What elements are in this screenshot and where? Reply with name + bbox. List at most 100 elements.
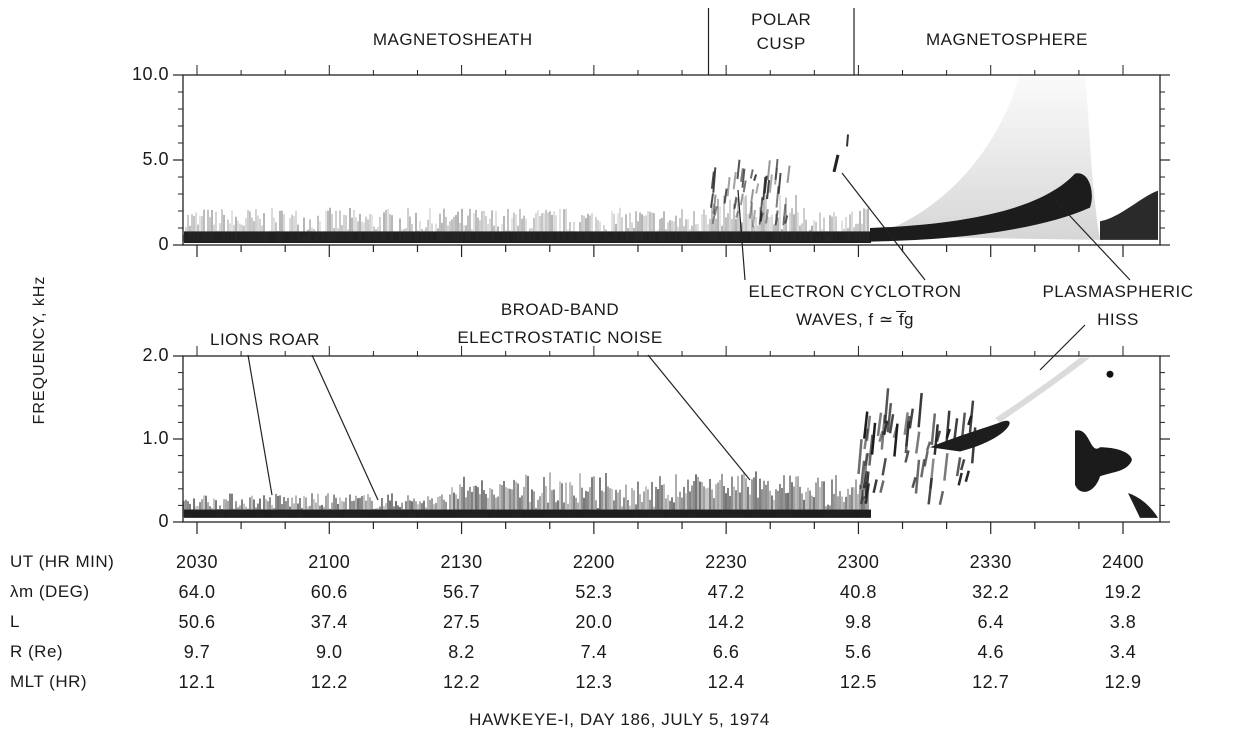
dot — [1106, 370, 1114, 378]
ecw-stroke — [732, 171, 737, 190]
axis-row-value: 12.1 — [178, 672, 216, 692]
burst — [1128, 492, 1158, 518]
axis-row-value: 32.2 — [972, 582, 1010, 602]
ecw-stroke — [784, 215, 789, 224]
region-label: CUSP — [756, 34, 806, 53]
ecw-stroke — [712, 167, 717, 193]
burst — [964, 470, 971, 483]
ecw-stroke — [733, 197, 738, 209]
y-axis-title: FREQUENCY, kHz — [31, 275, 48, 425]
ecw-stroke — [763, 175, 768, 194]
axis-row-value: 64.0 — [178, 582, 216, 602]
axis-row-value: 5.6 — [845, 642, 872, 662]
burst — [943, 453, 949, 481]
burst — [870, 422, 877, 455]
panel-frame — [182, 355, 1161, 523]
y-tick-label: 0 — [158, 511, 169, 531]
ecw-stroke — [774, 210, 779, 226]
y-tick-label: 0 — [158, 234, 169, 254]
axis-row-value: 20.0 — [575, 612, 613, 632]
axis-row-value: 6.6 — [712, 642, 740, 662]
axis-row-value: 40.8 — [839, 582, 877, 602]
axis-row-value: 12.2 — [310, 672, 348, 692]
ecw-stroke — [751, 209, 756, 228]
axis-row-value: 12.3 — [575, 672, 613, 692]
burst — [904, 450, 910, 463]
burst — [864, 452, 870, 467]
annotation-arrow — [647, 354, 751, 481]
burst — [903, 412, 909, 435]
ecw-stroke — [774, 158, 779, 180]
region-label: MAGNETOSHEATH — [372, 30, 533, 49]
burst — [930, 413, 937, 446]
axis-row-value: 37.4 — [310, 612, 348, 632]
axis-row-value: 9.7 — [183, 642, 211, 662]
ecw-stroke — [742, 180, 747, 193]
annotation-label: HISS — [1097, 310, 1139, 329]
axis-row-value: 52.3 — [575, 582, 613, 602]
burst — [862, 471, 869, 488]
axis-row-value: 3.4 — [1109, 642, 1137, 662]
hiss — [930, 420, 1010, 452]
burst — [929, 458, 935, 489]
ecw-stroke — [766, 160, 771, 181]
annotation-label: ELECTROSTATIC NOISE — [457, 328, 663, 347]
axis-row-label: UT (HR MIN) — [10, 552, 115, 571]
ecw-stroke — [782, 203, 787, 226]
ecw-stroke — [753, 174, 758, 182]
annotation-label: PLASMASPHERIC — [1042, 282, 1194, 301]
burst — [868, 434, 874, 466]
region-label: POLAR — [751, 10, 812, 29]
axis-row-value: 2200 — [572, 552, 615, 572]
axis-row-value: 7.4 — [580, 642, 608, 662]
annotation-label: ELECTRON CYCLOTRON — [748, 282, 962, 301]
annotation-arrow — [311, 354, 379, 501]
annotation-arrow — [841, 172, 926, 281]
axis-row-value: 60.6 — [310, 582, 348, 602]
ecw-stroke — [711, 215, 716, 225]
burst — [904, 421, 910, 454]
burst — [945, 410, 951, 446]
axis-row-value: 3.8 — [1109, 612, 1137, 632]
axis-row-value: 2230 — [705, 552, 748, 572]
axis-row-value: 9.8 — [845, 612, 872, 632]
axis-row-value: 9.0 — [316, 642, 343, 662]
y-tick-label: 5.0 — [142, 149, 169, 169]
burst — [945, 428, 952, 439]
axis-row-value: 8.2 — [448, 642, 475, 662]
ecw-stroke — [777, 172, 782, 194]
axis-row-value: 12.5 — [839, 672, 877, 692]
burst — [881, 457, 887, 476]
region-label: MAGNETOSPHERE — [925, 30, 1089, 49]
axis-row-label: R (Re) — [10, 642, 64, 661]
axis-row-label: MLT (HR) — [10, 672, 88, 691]
ecw-stroke — [758, 211, 763, 225]
burst — [872, 479, 878, 494]
hiss-band — [1100, 190, 1158, 240]
burst — [863, 428, 869, 450]
axis-row-value: 19.2 — [1104, 582, 1142, 602]
ecw-stroke — [735, 210, 740, 218]
ecw-stroke — [749, 169, 754, 179]
axis-row-value: 14.2 — [707, 612, 745, 632]
figure-caption: HAWKEYE-I, DAY 186, JULY 5, 1974 — [469, 710, 770, 729]
burst — [888, 414, 895, 434]
burst — [882, 420, 889, 436]
burst — [923, 450, 929, 467]
ecw-stroke — [750, 189, 755, 204]
burst — [933, 424, 939, 455]
ecw-stroke — [723, 188, 728, 204]
axis-row-value: 2030 — [175, 552, 219, 572]
burst — [920, 458, 926, 478]
ecw-stroke — [736, 159, 741, 180]
axis-row-value: 50.6 — [178, 612, 216, 632]
axis-row-value: 12.9 — [1104, 672, 1142, 692]
ecw-stroke — [726, 177, 731, 197]
ecw-stroke — [764, 209, 769, 224]
burst — [860, 485, 866, 505]
annotation-arrow — [1054, 199, 1131, 281]
burst — [864, 483, 871, 504]
y-tick-label: 2.0 — [142, 345, 169, 365]
ecw-stroke — [709, 193, 714, 208]
